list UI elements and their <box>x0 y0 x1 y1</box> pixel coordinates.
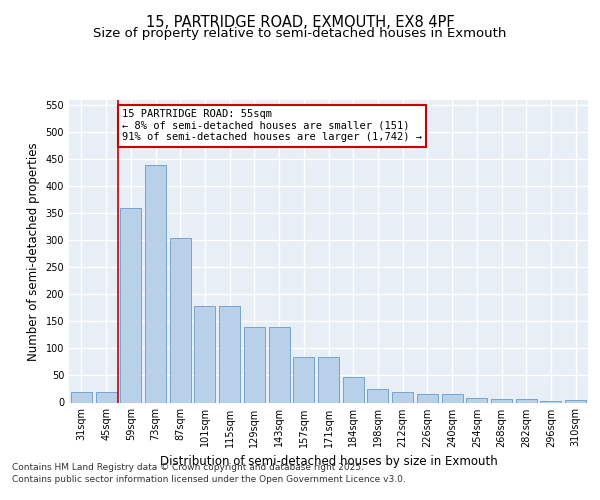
Bar <box>516 400 537 402</box>
Bar <box>219 306 240 402</box>
Text: Contains HM Land Registry data © Crown copyright and database right 2025.: Contains HM Land Registry data © Crown c… <box>12 462 364 471</box>
Bar <box>120 208 141 402</box>
Text: 15, PARTRIDGE ROAD, EXMOUTH, EX8 4PF: 15, PARTRIDGE ROAD, EXMOUTH, EX8 4PF <box>146 15 454 30</box>
Bar <box>71 392 92 402</box>
Bar <box>269 327 290 402</box>
Bar <box>293 356 314 403</box>
Bar <box>145 165 166 402</box>
Bar <box>343 377 364 402</box>
Bar <box>491 398 512 402</box>
Bar <box>466 398 487 402</box>
Bar <box>367 389 388 402</box>
Text: 15 PARTRIDGE ROAD: 55sqm
← 8% of semi-detached houses are smaller (151)
91% of s: 15 PARTRIDGE ROAD: 55sqm ← 8% of semi-de… <box>122 109 422 142</box>
Bar <box>170 238 191 402</box>
X-axis label: Distribution of semi-detached houses by size in Exmouth: Distribution of semi-detached houses by … <box>160 455 497 468</box>
Y-axis label: Number of semi-detached properties: Number of semi-detached properties <box>27 142 40 360</box>
Text: Contains public sector information licensed under the Open Government Licence v3: Contains public sector information licen… <box>12 475 406 484</box>
Text: Size of property relative to semi-detached houses in Exmouth: Size of property relative to semi-detach… <box>94 28 506 40</box>
Bar <box>392 392 413 402</box>
Bar <box>194 306 215 402</box>
Bar <box>95 392 116 402</box>
Bar <box>244 327 265 402</box>
Bar <box>541 401 562 402</box>
Bar <box>318 356 339 403</box>
Bar <box>417 394 438 402</box>
Bar <box>565 400 586 402</box>
Bar <box>442 394 463 402</box>
